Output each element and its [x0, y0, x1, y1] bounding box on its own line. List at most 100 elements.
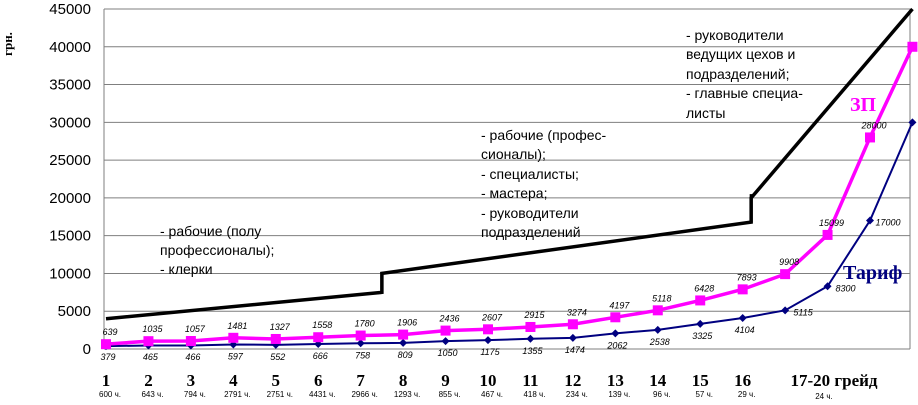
zp-point: [440, 325, 451, 336]
annotation-line: - главные специа-: [686, 85, 803, 101]
y-tick-label: 15000: [49, 228, 91, 245]
tarif-line: [105, 121, 914, 348]
annotation-line: подразделений: [481, 224, 581, 240]
zp-data-label: 1780: [355, 319, 375, 329]
tarif-point: [356, 339, 365, 348]
zp-point: [185, 336, 196, 347]
grade-hours-label: 234 ч.: [566, 390, 588, 399]
annotation-line: - руководители: [481, 205, 579, 221]
tarif-data-label: 17000: [875, 218, 900, 228]
annotation-line: - мастера;: [481, 185, 547, 201]
tarif-data-label: 552: [270, 352, 285, 362]
zp-point: [567, 319, 578, 330]
grade-label: 14: [649, 371, 667, 390]
annotation-top-grades: - руководители ведущих цехов и подраздел…: [686, 27, 803, 121]
y-axis-ticks: 0 5000 10000 15000 20000 25000 30000 35000 40000…: [49, 1, 91, 358]
zp-data-label: 9908: [779, 257, 799, 267]
y-tick-label: 35000: [49, 77, 91, 94]
grade-label: 12: [564, 371, 581, 390]
y-tick-label: 5000: [58, 303, 91, 320]
series-label-tarif: Тариф: [843, 262, 902, 284]
zp-data-label: 1057: [185, 324, 206, 334]
series-label-zp: ЗП: [850, 94, 877, 116]
zp-point: [780, 269, 791, 280]
zp-data-label: 7893: [737, 272, 757, 282]
y-axis-label: грн.: [0, 32, 15, 56]
grade-hours-label: 96 ч.: [653, 390, 671, 399]
zp-data-label: 6428: [694, 283, 714, 293]
tarif-point: [738, 313, 747, 322]
zp-point: [907, 41, 918, 52]
tarif-data-label: 466: [185, 352, 200, 362]
zp-data-label: 2915: [523, 310, 545, 320]
zp-point: [865, 132, 875, 143]
grade-label: 1: [102, 371, 111, 390]
zp-point: [610, 312, 621, 323]
tarif-data-label: 2538: [649, 337, 670, 347]
annotation-line: - рабочие (полу: [160, 223, 261, 239]
tarif-data-label: 1175: [480, 347, 500, 357]
y-tick-label: 25000: [49, 152, 91, 169]
zp-point: [143, 336, 154, 347]
y-tick-label: 10000: [49, 265, 91, 282]
grade-hours-label: 2966 ч.: [351, 390, 377, 399]
band-line-segment: [105, 7, 914, 321]
annotation-line: подразделений;: [686, 66, 789, 82]
tarif-data-label: 597: [228, 351, 244, 361]
zp-data-label: 15099: [819, 218, 844, 228]
tarif-point: [781, 306, 790, 315]
annotation-line: - специалисты;: [481, 166, 579, 182]
grade-hours-label: 139 ч.: [608, 390, 630, 399]
series-lines: 639 1035 1057 1481 1327 1558 1780 1906 2436 2607 2…: [100, 41, 918, 362]
zp-point: [525, 321, 536, 332]
annotation-line: листы: [686, 105, 725, 121]
tarif-point: [866, 216, 874, 225]
tarif-data-label: 758: [355, 350, 370, 360]
tarif-data-label: 8300: [836, 283, 856, 293]
grade-label: 10: [480, 371, 497, 390]
y-tick-label: 0: [83, 341, 91, 358]
zp-data-label: 5118: [652, 293, 671, 303]
zp-point: [101, 339, 111, 350]
zp-point: [313, 332, 324, 343]
zp-data-label: 1327: [270, 322, 291, 332]
zp-point: [355, 330, 366, 341]
tarif-data-label: 666: [313, 351, 328, 361]
tarif-point: [696, 319, 705, 328]
tarif-point: [441, 337, 450, 346]
y-tick-label: 30000: [49, 114, 91, 131]
tarif-data-label: 3325: [692, 331, 713, 341]
grade-label: 5: [272, 371, 281, 390]
grade-hours-label: 29 ч.: [738, 390, 756, 399]
zp-point: [228, 332, 239, 343]
grade-hours-label: 855 ч.: [439, 390, 461, 399]
zp-data-label: 639: [102, 327, 117, 337]
grade-hours-label: 24 ч.: [815, 392, 833, 401]
zp-line: [105, 46, 915, 346]
annotation-low-grades: - рабочие (полу профессионалы); - клерки: [160, 223, 274, 277]
grade-label: 11: [522, 371, 538, 390]
zp-point: [270, 333, 281, 344]
zp-point: [652, 305, 663, 316]
y-tick-label: 45000: [49, 1, 91, 18]
grade-hours-label: 794 ч.: [184, 390, 206, 399]
grade-hours-label: 4431 ч.: [309, 390, 335, 399]
grade-hours-label: 467 ч.: [481, 390, 503, 399]
annotation-mid-grades: - рабочие (профес- сионалы); - специалис…: [481, 127, 607, 240]
annotation-line: ведущих цехов и: [686, 46, 795, 62]
grade-hours-label: 2751 ч.: [267, 390, 293, 399]
grade-label: 7: [356, 371, 365, 390]
grade-hours-label: 643 ч.: [141, 390, 163, 399]
zp-point: [398, 329, 409, 340]
tarif-point: [526, 334, 535, 343]
tarif-data-label: 379: [100, 352, 115, 362]
grid: [103, 8, 911, 350]
zp-data-label: 3274: [567, 307, 587, 317]
zp-data-label: 28000: [860, 120, 886, 130]
grade-label: 2: [144, 371, 153, 390]
zp-point: [737, 284, 748, 295]
tarif-point: [568, 333, 577, 342]
annotation-line: профессионалы);: [160, 242, 274, 258]
tarif-point: [484, 336, 492, 345]
